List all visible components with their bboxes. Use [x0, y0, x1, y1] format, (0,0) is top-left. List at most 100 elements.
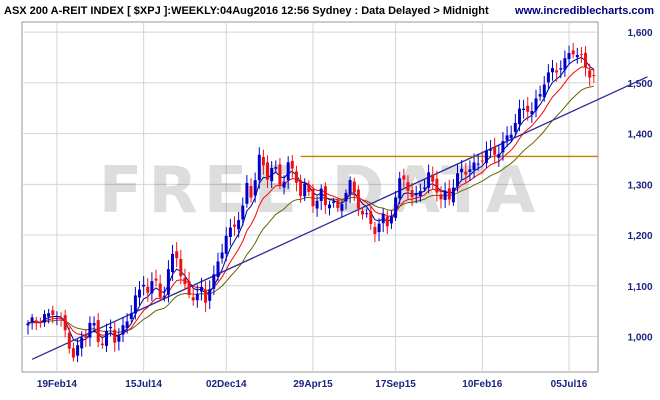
- candle: [47, 308, 51, 324]
- candle: [373, 221, 377, 243]
- candle: [476, 154, 480, 171]
- candle: [551, 59, 554, 81]
- candle: [563, 50, 567, 77]
- candle: [208, 280, 212, 309]
- candle: [315, 196, 319, 217]
- candle: [518, 99, 521, 132]
- candle: [464, 162, 468, 184]
- candle: [249, 178, 253, 203]
- candle: [55, 311, 59, 326]
- x-tick-label: 29Apr15: [293, 379, 333, 390]
- candle: [307, 180, 311, 197]
- candle: [299, 174, 303, 203]
- candle: [274, 160, 278, 173]
- y-tick-label: 1,200: [627, 231, 652, 242]
- x-tick-label: 02Dec14: [206, 379, 247, 390]
- candle: [468, 160, 472, 181]
- candle: [352, 177, 356, 202]
- candle: [187, 272, 191, 299]
- candle: [332, 197, 336, 208]
- candle: [377, 218, 381, 242]
- site-link[interactable]: www.incrediblecharts.com: [514, 5, 654, 17]
- candle: [84, 329, 88, 347]
- candle: [489, 140, 493, 158]
- candle: [294, 165, 298, 192]
- candle: [266, 155, 269, 188]
- candle: [195, 284, 199, 308]
- candle: [451, 179, 455, 206]
- candle: [509, 125, 513, 143]
- candle: [96, 313, 100, 348]
- candle: [241, 197, 245, 226]
- candle: [427, 164, 431, 194]
- y-tick-label: 1,000: [627, 332, 652, 343]
- candle: [361, 206, 364, 220]
- candle: [179, 249, 183, 285]
- candle: [67, 327, 71, 354]
- candle: [584, 46, 587, 77]
- candle: [385, 210, 389, 235]
- candle: [526, 96, 530, 121]
- x-tick-label: 15Jul14: [125, 379, 162, 390]
- candle: [579, 47, 583, 63]
- candle: [282, 175, 286, 195]
- candle: [472, 153, 476, 179]
- candle: [480, 151, 484, 165]
- candle: [290, 155, 294, 178]
- candle: [76, 339, 80, 363]
- candle: [588, 63, 592, 87]
- candle: [460, 159, 464, 180]
- candle: [121, 317, 125, 343]
- candle: [216, 252, 220, 281]
- candle: [418, 183, 422, 202]
- candle: [253, 172, 257, 203]
- candle: [328, 200, 331, 216]
- candle: [261, 149, 265, 175]
- candle: [125, 313, 129, 334]
- candle: [319, 184, 323, 211]
- candle: [38, 317, 42, 328]
- candle: [538, 85, 542, 101]
- candle: [129, 304, 133, 323]
- candle: [200, 277, 203, 301]
- candles: [26, 42, 596, 363]
- candle: [336, 197, 340, 212]
- candle: [142, 276, 146, 296]
- candle: [183, 268, 187, 291]
- y-tick-label: 1,500: [627, 79, 652, 90]
- candle: [158, 274, 162, 301]
- candle: [51, 305, 55, 324]
- candle: [237, 211, 241, 238]
- candle: [443, 182, 447, 208]
- candle: [133, 287, 137, 320]
- candle: [559, 60, 563, 79]
- candle: [150, 272, 154, 301]
- candle: [257, 147, 261, 189]
- candle: [571, 42, 575, 59]
- candle: [175, 242, 179, 268]
- candle: [162, 286, 166, 302]
- candle: [233, 216, 236, 236]
- candle: [245, 175, 249, 208]
- candle: [513, 113, 517, 137]
- candle: [406, 175, 410, 200]
- x-tick-label: 17Sep15: [375, 379, 416, 390]
- candle: [109, 319, 113, 337]
- y-tick-label: 1,600: [627, 28, 652, 39]
- candle: [505, 126, 509, 148]
- candle: [340, 200, 344, 218]
- candle: [592, 68, 596, 83]
- candle: [522, 99, 526, 119]
- candle: [311, 184, 315, 213]
- candle: [71, 342, 75, 362]
- candle: [63, 309, 67, 338]
- candle: [394, 191, 398, 222]
- candle: [26, 320, 30, 335]
- candle: [439, 186, 443, 209]
- y-tick-label: 1,100: [627, 282, 652, 293]
- candle: [344, 189, 348, 210]
- candle: [224, 227, 228, 262]
- candle: [100, 336, 104, 349]
- candle: [534, 89, 538, 118]
